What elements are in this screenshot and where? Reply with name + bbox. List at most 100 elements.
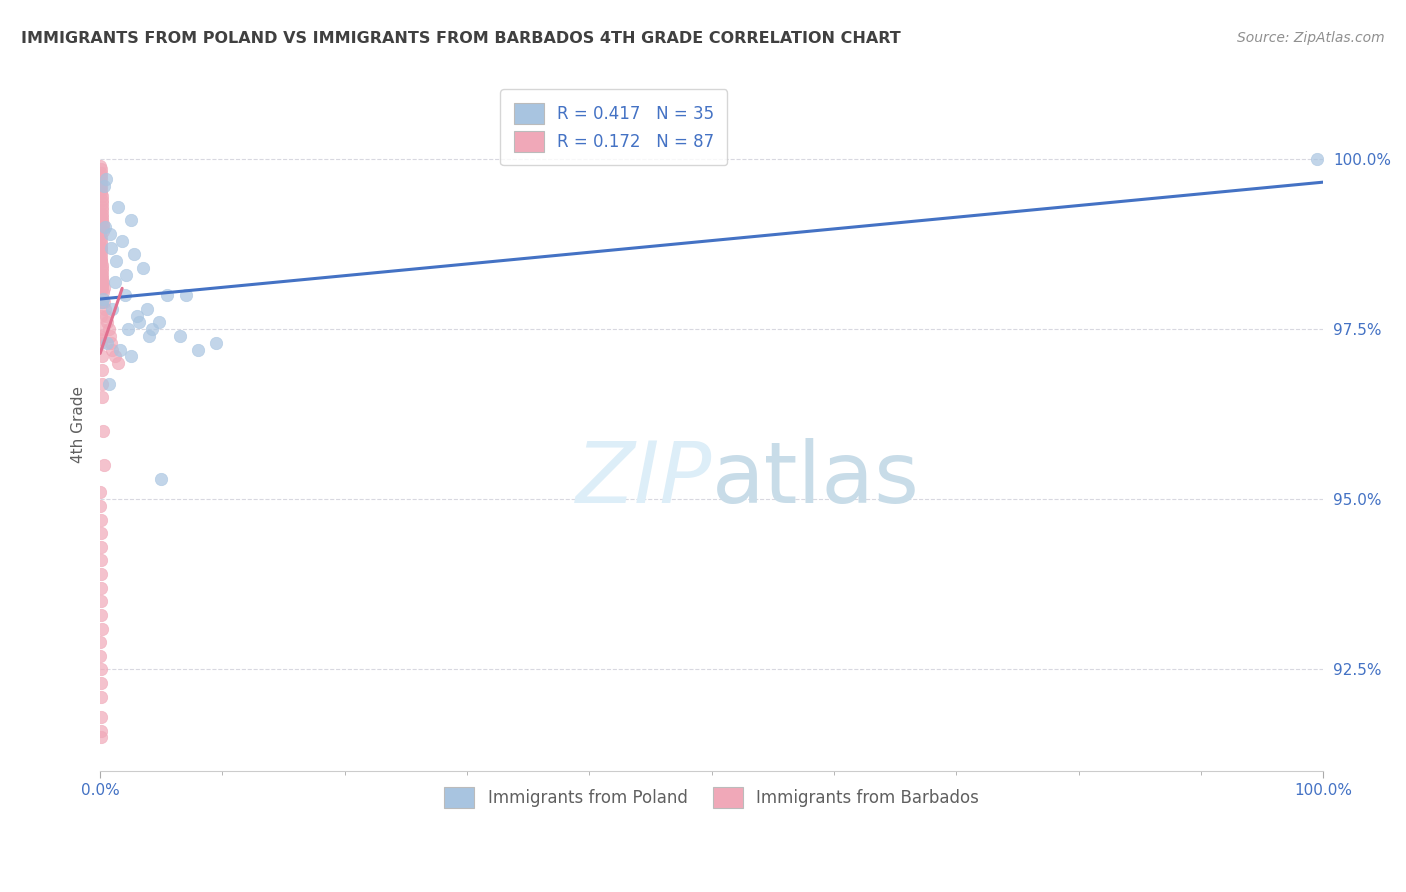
Point: [89, 635, 111, 649]
Point: [90, 196, 112, 211]
Point: [91, 390, 114, 404]
Point: [150, 472, 173, 486]
Point: [90, 567, 112, 582]
Point: [90, 183, 112, 197]
Point: [96, 315, 118, 329]
Point: [89, 329, 111, 343]
Point: [90, 731, 112, 745]
Point: [107, 356, 129, 370]
Point: [90, 247, 112, 261]
Point: [174, 288, 197, 302]
Point: [101, 301, 124, 316]
Point: [90, 186, 112, 200]
Point: [90, 166, 112, 180]
Point: [90, 723, 112, 738]
Point: [117, 322, 139, 336]
Text: atlas: atlas: [711, 439, 920, 522]
Point: [90, 526, 112, 541]
Point: [105, 254, 128, 268]
Point: [90, 662, 112, 676]
Point: [124, 247, 146, 261]
Point: [90, 240, 112, 254]
Text: Source: ZipAtlas.com: Source: ZipAtlas.com: [1237, 31, 1385, 45]
Point: [148, 315, 170, 329]
Point: [108, 343, 131, 357]
Point: [91, 210, 114, 224]
Point: [89, 206, 111, 220]
Point: [91, 203, 114, 218]
Point: [91, 217, 114, 231]
Point: [90, 162, 112, 177]
Legend: Immigrants from Poland, Immigrants from Barbados: Immigrants from Poland, Immigrants from …: [437, 780, 986, 815]
Point: [90, 179, 112, 194]
Point: [138, 329, 160, 343]
Point: [96, 335, 118, 350]
Point: [91, 285, 114, 299]
Point: [91, 223, 114, 237]
Point: [114, 268, 136, 282]
Point: [89, 648, 111, 663]
Point: [90, 189, 112, 203]
Point: [135, 301, 157, 316]
Point: [91, 220, 114, 235]
Point: [90, 264, 112, 278]
Point: [98, 227, 121, 241]
Point: [94, 220, 117, 235]
Point: [205, 335, 228, 350]
Point: [120, 350, 142, 364]
Point: [96, 309, 118, 323]
Point: [1306, 152, 1329, 166]
Point: [93, 295, 115, 310]
Point: [90, 376, 112, 391]
Point: [90, 176, 112, 190]
Point: [125, 309, 148, 323]
Point: [96, 172, 118, 186]
Y-axis label: 4th Grade: 4th Grade: [72, 386, 86, 463]
Point: [90, 240, 112, 254]
Point: [91, 281, 114, 295]
Point: [93, 458, 115, 473]
Point: [91, 275, 114, 289]
Point: [89, 499, 111, 513]
Point: [100, 240, 122, 254]
Point: [90, 258, 112, 272]
Point: [187, 343, 209, 357]
Text: ZIP: ZIP: [575, 439, 711, 522]
Point: [90, 622, 112, 636]
Point: [104, 350, 127, 364]
Point: [89, 227, 111, 241]
Point: [90, 309, 112, 323]
Point: [132, 260, 155, 275]
Point: [90, 676, 112, 690]
Point: [89, 485, 111, 500]
Text: IMMIGRANTS FROM POLAND VS IMMIGRANTS FROM BARBADOS 4TH GRADE CORRELATION CHART: IMMIGRANTS FROM POLAND VS IMMIGRANTS FRO…: [21, 31, 901, 46]
Point: [97, 376, 120, 391]
Point: [90, 234, 112, 248]
Point: [90, 335, 112, 350]
Point: [90, 172, 112, 186]
Point: [101, 343, 124, 357]
Point: [91, 295, 114, 310]
Point: [97, 322, 120, 336]
Point: [104, 275, 127, 289]
Point: [91, 268, 114, 282]
Point: [90, 254, 112, 268]
Point: [90, 193, 112, 207]
Point: [90, 513, 112, 527]
Point: [107, 200, 129, 214]
Point: [169, 329, 191, 343]
Point: [90, 254, 112, 268]
Point: [89, 220, 111, 235]
Point: [91, 200, 114, 214]
Point: [120, 213, 142, 227]
Point: [93, 281, 115, 295]
Point: [141, 322, 163, 336]
Point: [90, 169, 112, 183]
Point: [91, 292, 114, 306]
Point: [91, 277, 114, 292]
Point: [90, 268, 112, 282]
Point: [90, 237, 112, 252]
Point: [90, 553, 112, 567]
Point: [90, 350, 112, 364]
Point: [98, 329, 121, 343]
